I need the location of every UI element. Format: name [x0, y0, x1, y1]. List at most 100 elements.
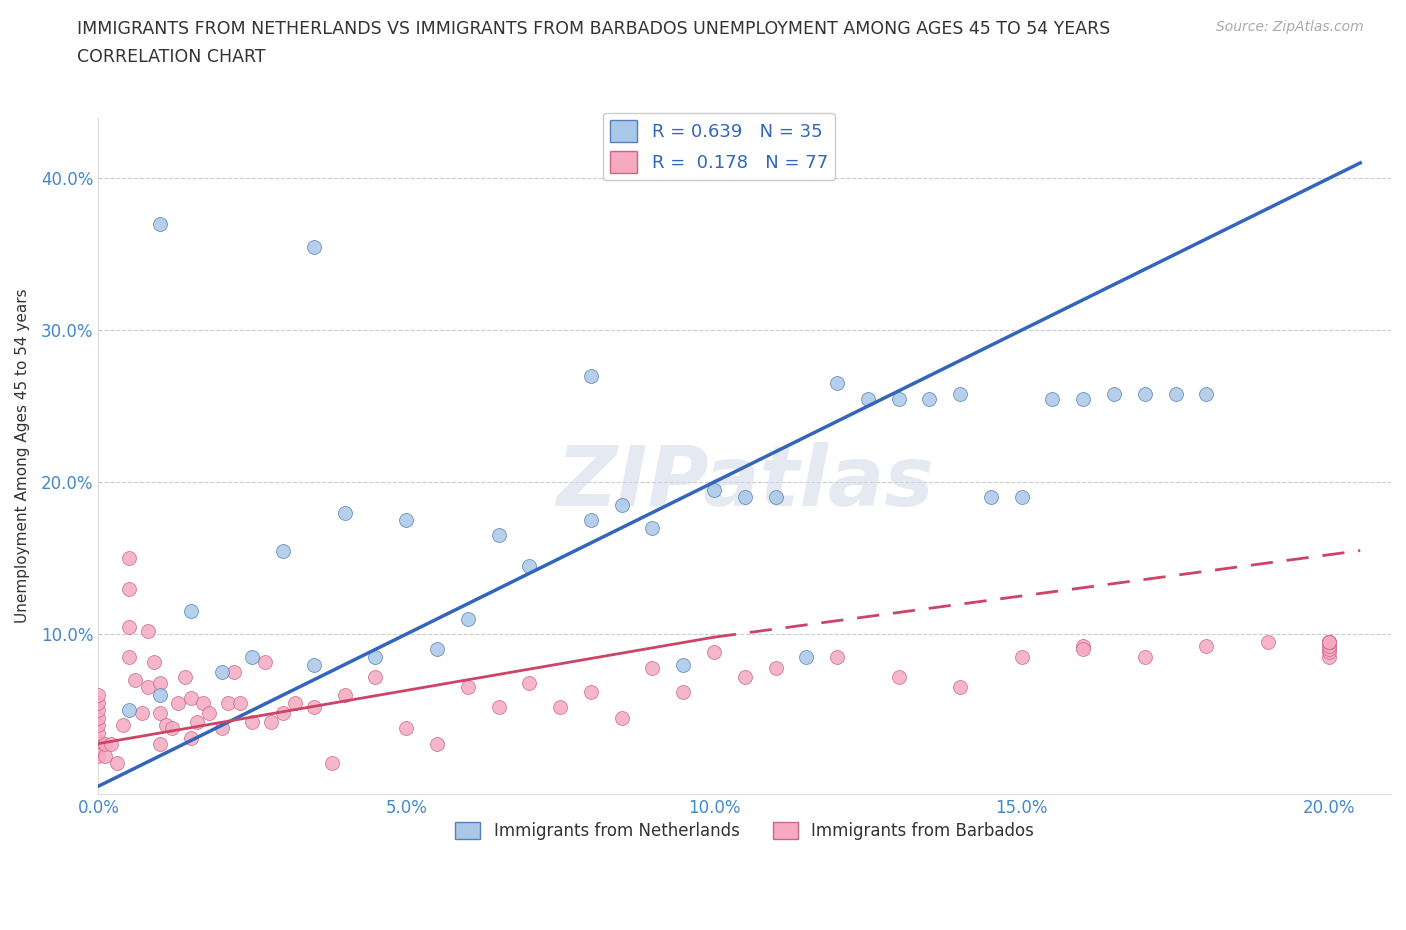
Point	[1319, 634, 1341, 649]
Text: CORRELATION CHART: CORRELATION CHART	[77, 48, 266, 66]
Point	[887, 670, 910, 684]
Point	[825, 649, 848, 664]
Point	[825, 376, 848, 391]
Point	[610, 498, 633, 512]
Point	[1257, 634, 1279, 649]
Point	[887, 392, 910, 406]
Point	[100, 737, 122, 751]
Point	[321, 756, 343, 771]
Point	[1102, 387, 1125, 402]
Point	[426, 642, 449, 657]
Point	[105, 756, 128, 771]
Point	[217, 695, 239, 710]
Point	[149, 737, 172, 751]
Point	[1011, 649, 1033, 664]
Point	[1319, 645, 1341, 660]
Point	[1319, 634, 1341, 649]
Point	[87, 687, 110, 702]
Point	[302, 699, 325, 714]
Point	[949, 680, 972, 695]
Point	[87, 740, 110, 755]
Point	[149, 675, 172, 690]
Point	[142, 654, 165, 669]
Point	[457, 612, 479, 627]
Point	[1195, 387, 1218, 402]
Point	[517, 558, 540, 573]
Point	[93, 749, 115, 764]
Point	[457, 680, 479, 695]
Point	[1133, 387, 1156, 402]
Point	[136, 680, 159, 695]
Point	[87, 711, 110, 725]
Point	[641, 660, 664, 675]
Point	[364, 670, 387, 684]
Text: ZIPatlas: ZIPatlas	[555, 442, 934, 523]
Point	[1133, 649, 1156, 664]
Point	[131, 706, 153, 721]
Point	[87, 725, 110, 740]
Point	[641, 520, 664, 535]
Point	[240, 649, 263, 664]
Point	[302, 239, 325, 254]
Point	[87, 695, 110, 710]
Point	[222, 665, 245, 680]
Point	[672, 684, 695, 699]
Point	[579, 512, 602, 527]
Point	[180, 604, 202, 618]
Point	[1319, 634, 1341, 649]
Point	[253, 654, 276, 669]
Point	[488, 699, 510, 714]
Point	[579, 684, 602, 699]
Point	[703, 483, 725, 498]
Point	[284, 695, 307, 710]
Point	[211, 721, 233, 736]
Point	[734, 670, 756, 684]
Point	[240, 715, 263, 730]
Point	[118, 649, 141, 664]
Point	[1042, 392, 1064, 406]
Point	[364, 649, 387, 664]
Point	[1319, 634, 1341, 649]
Point	[918, 392, 941, 406]
Point	[149, 687, 172, 702]
Point	[1319, 634, 1341, 649]
Point	[765, 660, 787, 675]
Point	[794, 649, 817, 664]
Point	[87, 733, 110, 748]
Legend: Immigrants from Netherlands, Immigrants from Barbados: Immigrants from Netherlands, Immigrants …	[449, 815, 1040, 846]
Point	[548, 699, 571, 714]
Point	[198, 706, 221, 721]
Point	[118, 619, 141, 634]
Point	[1319, 639, 1341, 654]
Point	[229, 695, 252, 710]
Point	[1011, 490, 1033, 505]
Point	[112, 718, 135, 733]
Point	[672, 658, 695, 672]
Point	[173, 670, 195, 684]
Point	[93, 737, 115, 751]
Point	[426, 737, 449, 751]
Point	[980, 490, 1002, 505]
Point	[1071, 392, 1094, 406]
Point	[191, 695, 214, 710]
Point	[136, 624, 159, 639]
Point	[395, 512, 418, 527]
Point	[87, 703, 110, 718]
Point	[395, 721, 418, 736]
Point	[610, 711, 633, 725]
Point	[260, 715, 283, 730]
Point	[333, 505, 356, 520]
Point	[1071, 642, 1094, 657]
Point	[118, 703, 141, 718]
Point	[1071, 639, 1094, 654]
Point	[87, 718, 110, 733]
Point	[517, 675, 540, 690]
Point	[1164, 387, 1187, 402]
Point	[180, 691, 202, 706]
Point	[333, 687, 356, 702]
Point	[118, 551, 141, 565]
Text: Source: ZipAtlas.com: Source: ZipAtlas.com	[1216, 20, 1364, 34]
Point	[118, 581, 141, 596]
Point	[149, 706, 172, 721]
Point	[734, 490, 756, 505]
